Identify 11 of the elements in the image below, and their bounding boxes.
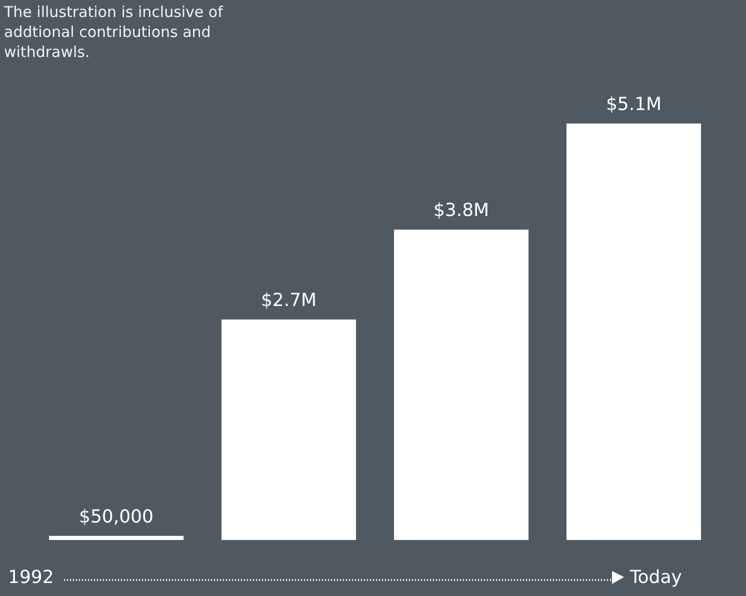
bar [566, 124, 702, 540]
data-label: $3.8M [433, 200, 490, 222]
bar [48, 536, 184, 540]
bar [221, 320, 356, 540]
text: 1992 [8, 566, 54, 588]
data-label: $2.7M [260, 290, 317, 311]
text: Today [630, 566, 682, 588]
data-label: $5.1M [606, 94, 662, 115]
text: The illustration is inclusive of addtional contributions and withdrawls. [4, 2, 224, 62]
data-label: $50,000 [79, 506, 154, 528]
bar [394, 230, 529, 540]
